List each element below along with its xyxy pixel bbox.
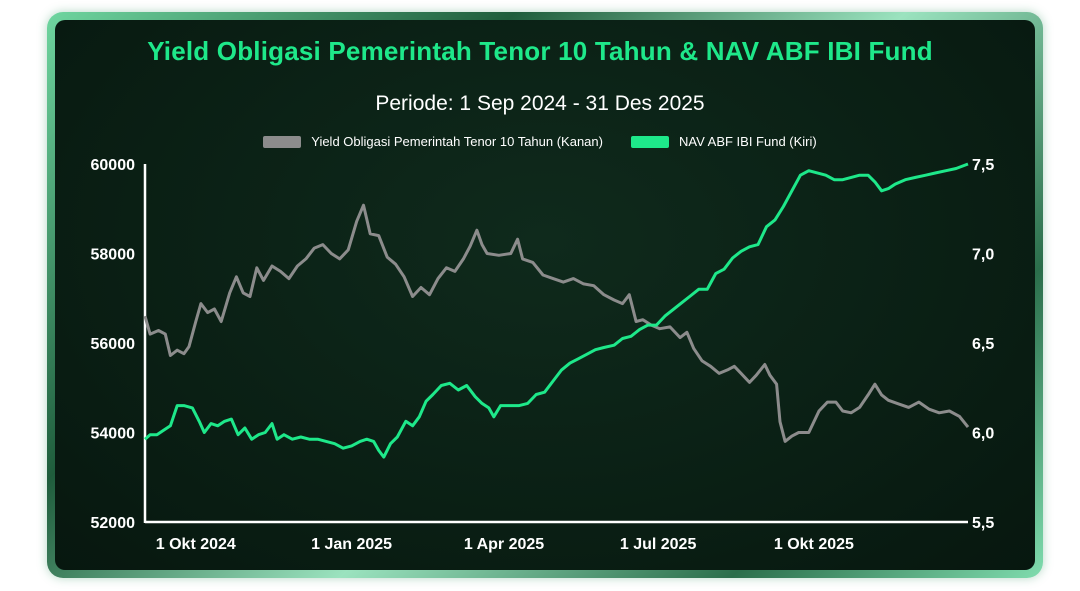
y-left-tick-label: 56000 xyxy=(91,336,136,353)
x-tick-label: 1 Apr 2025 xyxy=(464,536,544,553)
legend-swatch-yield xyxy=(263,135,302,148)
y-right-tick-label: 7,5 xyxy=(972,157,994,174)
nav-series-line xyxy=(144,162,969,459)
x-tick-label: 1 Jul 2025 xyxy=(620,536,697,553)
legend-item-nav: NAV ABF IBI Fund (Kiri) xyxy=(630,134,817,149)
y-left-tick-label: 52000 xyxy=(91,515,136,532)
chart-panel xyxy=(55,20,1035,570)
legend-label-yield: Yield Obligasi Pemerintah Tenor 10 Tahun… xyxy=(311,134,603,149)
legend-label-nav: NAV ABF IBI Fund (Kiri) xyxy=(678,134,817,149)
chart-title: Yield Obligasi Pemerintah Tenor 10 Tahun… xyxy=(147,36,933,66)
legend-swatch-nav xyxy=(630,135,669,148)
y-left-tick-label: 60000 xyxy=(91,157,136,174)
x-tick-label: 1 Okt 2024 xyxy=(156,536,236,553)
x-tick-label: 1 Jan 2025 xyxy=(311,536,392,553)
chart-legend: Yield Obligasi Pemerintah Tenor 10 Tahun… xyxy=(0,134,1080,149)
y-right-tick-label: 7,0 xyxy=(972,247,994,264)
y-right-tick-label: 5,5 xyxy=(972,515,994,532)
y-left-tick-label: 54000 xyxy=(91,426,136,443)
x-tick-label: 1 Okt 2025 xyxy=(774,536,854,553)
y-right-tick-label: 6,0 xyxy=(972,426,994,443)
y-right-tick-label: 6,5 xyxy=(972,336,994,353)
chart-frame xyxy=(47,12,1043,578)
legend-item-yield: Yield Obligasi Pemerintah Tenor 10 Tahun… xyxy=(263,134,603,149)
chart-subtitle: Periode: 1 Sep 2024 - 31 Des 2025 xyxy=(375,92,705,115)
yield-series-line xyxy=(143,203,970,443)
y-left-tick-label: 58000 xyxy=(91,247,136,264)
